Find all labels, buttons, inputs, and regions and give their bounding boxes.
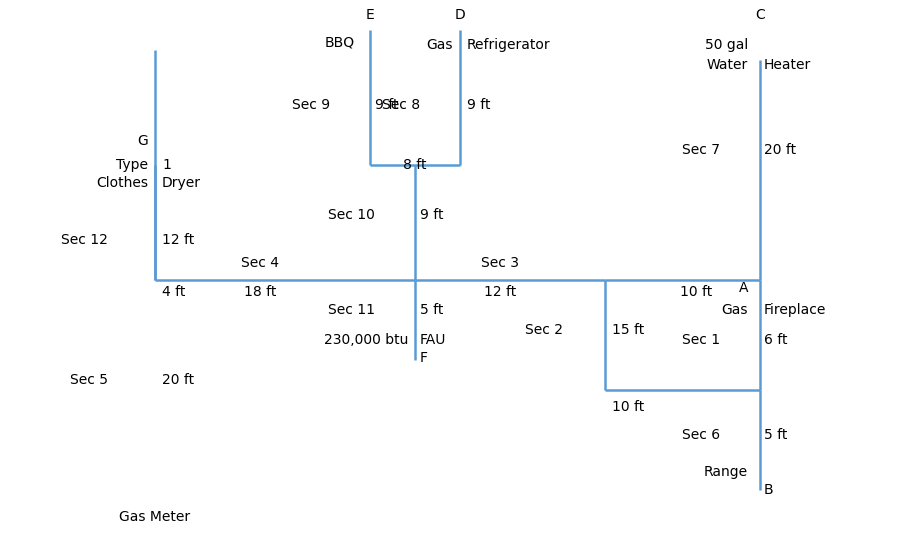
- Text: 10 ft: 10 ft: [680, 285, 712, 299]
- Text: 20 ft: 20 ft: [764, 143, 796, 157]
- Text: 5 ft: 5 ft: [764, 428, 788, 442]
- Text: Sec 2: Sec 2: [525, 323, 563, 337]
- Text: Sec 8: Sec 8: [382, 98, 420, 112]
- Text: Sec 9: Sec 9: [292, 98, 330, 112]
- Text: F: F: [420, 351, 428, 365]
- Text: B: B: [764, 483, 774, 497]
- Text: Type: Type: [116, 158, 148, 172]
- Text: Water: Water: [706, 58, 748, 72]
- Text: BBQ: BBQ: [325, 35, 355, 49]
- Text: Sec 10: Sec 10: [328, 208, 375, 222]
- Text: G: G: [137, 134, 148, 148]
- Text: D: D: [454, 8, 465, 22]
- Text: Sec 5: Sec 5: [70, 373, 108, 387]
- Text: Sec 6: Sec 6: [682, 428, 720, 442]
- Text: Fireplace: Fireplace: [764, 303, 826, 317]
- Text: Sec 7: Sec 7: [682, 143, 720, 157]
- Text: 5 ft: 5 ft: [420, 303, 444, 317]
- Text: Gas Meter: Gas Meter: [120, 510, 191, 524]
- Text: 9 ft: 9 ft: [467, 98, 491, 112]
- Text: Range: Range: [704, 465, 748, 479]
- Text: 50 gal: 50 gal: [705, 38, 748, 52]
- Text: 4 ft: 4 ft: [162, 285, 185, 299]
- Text: FAU: FAU: [420, 333, 446, 347]
- Text: 12 ft: 12 ft: [162, 233, 194, 247]
- Text: Gas: Gas: [722, 303, 748, 317]
- Text: 8 ft: 8 ft: [403, 158, 427, 172]
- Text: Sec 12: Sec 12: [61, 233, 108, 247]
- Text: Sec 3: Sec 3: [481, 256, 519, 270]
- Text: Sec 1: Sec 1: [682, 333, 720, 347]
- Text: 10 ft: 10 ft: [612, 400, 644, 414]
- Text: Gas: Gas: [427, 38, 453, 52]
- Text: 20 ft: 20 ft: [162, 373, 194, 387]
- Text: E: E: [365, 8, 374, 22]
- Text: 230,000 btu: 230,000 btu: [324, 333, 408, 347]
- Text: Clothes: Clothes: [96, 176, 148, 190]
- Text: 15 ft: 15 ft: [612, 323, 644, 337]
- Text: Dryer: Dryer: [162, 176, 201, 190]
- Text: 18 ft: 18 ft: [244, 285, 276, 299]
- Text: C: C: [755, 8, 765, 22]
- Text: Sec 11: Sec 11: [328, 303, 375, 317]
- Text: A: A: [739, 281, 748, 295]
- Text: Heater: Heater: [764, 58, 811, 72]
- Text: 12 ft: 12 ft: [484, 285, 516, 299]
- Text: 9 ft: 9 ft: [375, 98, 399, 112]
- Text: 1: 1: [162, 158, 171, 172]
- Text: 9 ft: 9 ft: [420, 208, 444, 222]
- Text: Refrigerator: Refrigerator: [467, 38, 551, 52]
- Text: Sec 4: Sec 4: [241, 256, 279, 270]
- Text: 6 ft: 6 ft: [764, 333, 788, 347]
